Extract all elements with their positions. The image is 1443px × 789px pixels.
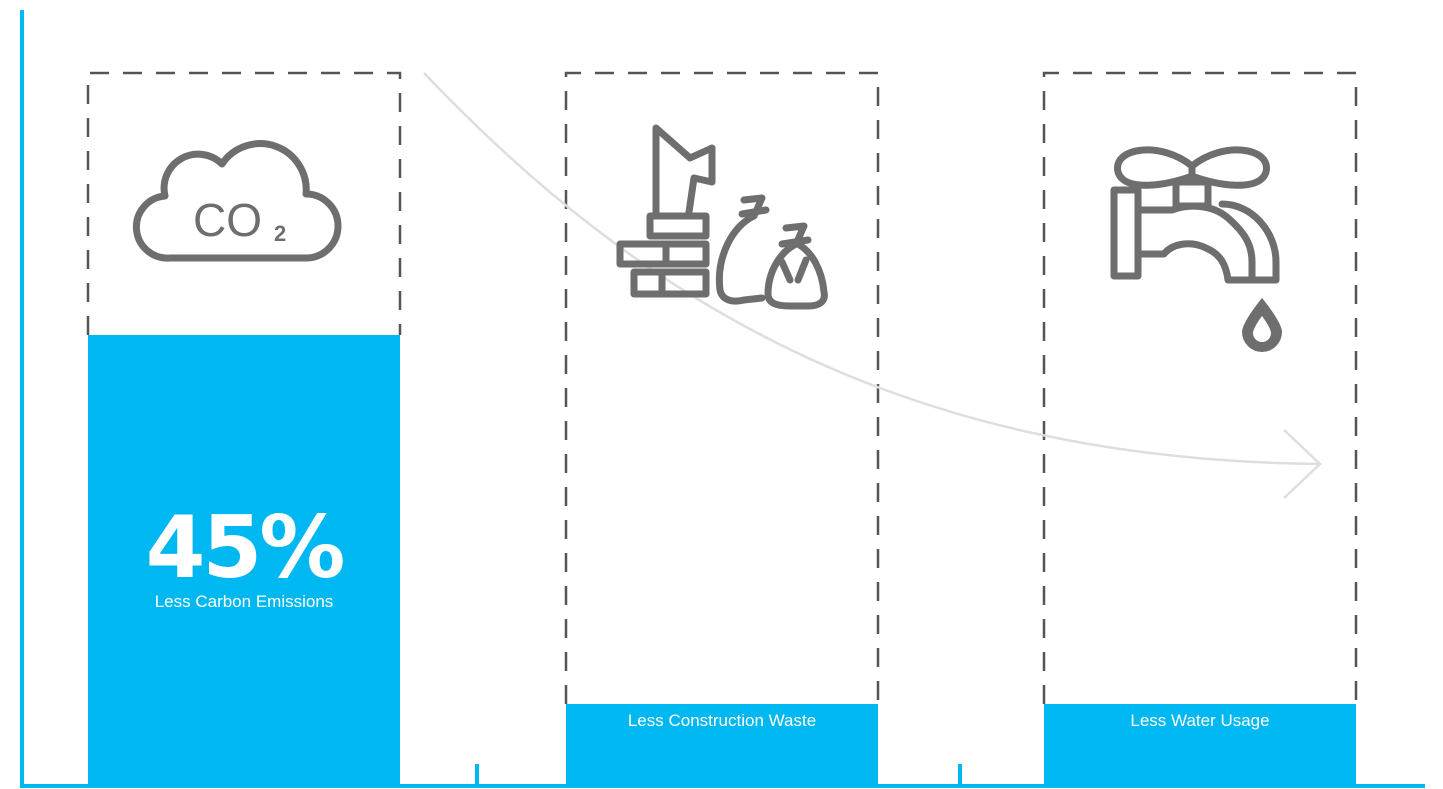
co2-label: CO <box>193 194 262 246</box>
data-label-value: 45% <box>146 498 344 598</box>
category-label: Less Carbon Emissions <box>155 592 334 611</box>
construction-waste-icon <box>616 124 828 310</box>
bar <box>1044 704 1356 786</box>
water-tap-icon <box>1110 146 1282 352</box>
target-outline <box>564 71 880 704</box>
co2-subscript: 2 <box>274 221 286 246</box>
co2-cloud-icon: CO 2 <box>132 140 342 262</box>
category-label: Less Water Usage <box>1130 711 1269 730</box>
trend-arrow <box>423 72 1322 499</box>
data-label-value: 90% <box>624 617 822 717</box>
target-outline <box>86 71 402 335</box>
category-label: Less Construction Waste <box>628 711 816 730</box>
data-label-value: 90% <box>1102 617 1300 717</box>
bar <box>88 335 400 786</box>
target-outline <box>1042 71 1358 704</box>
bar <box>566 704 878 786</box>
